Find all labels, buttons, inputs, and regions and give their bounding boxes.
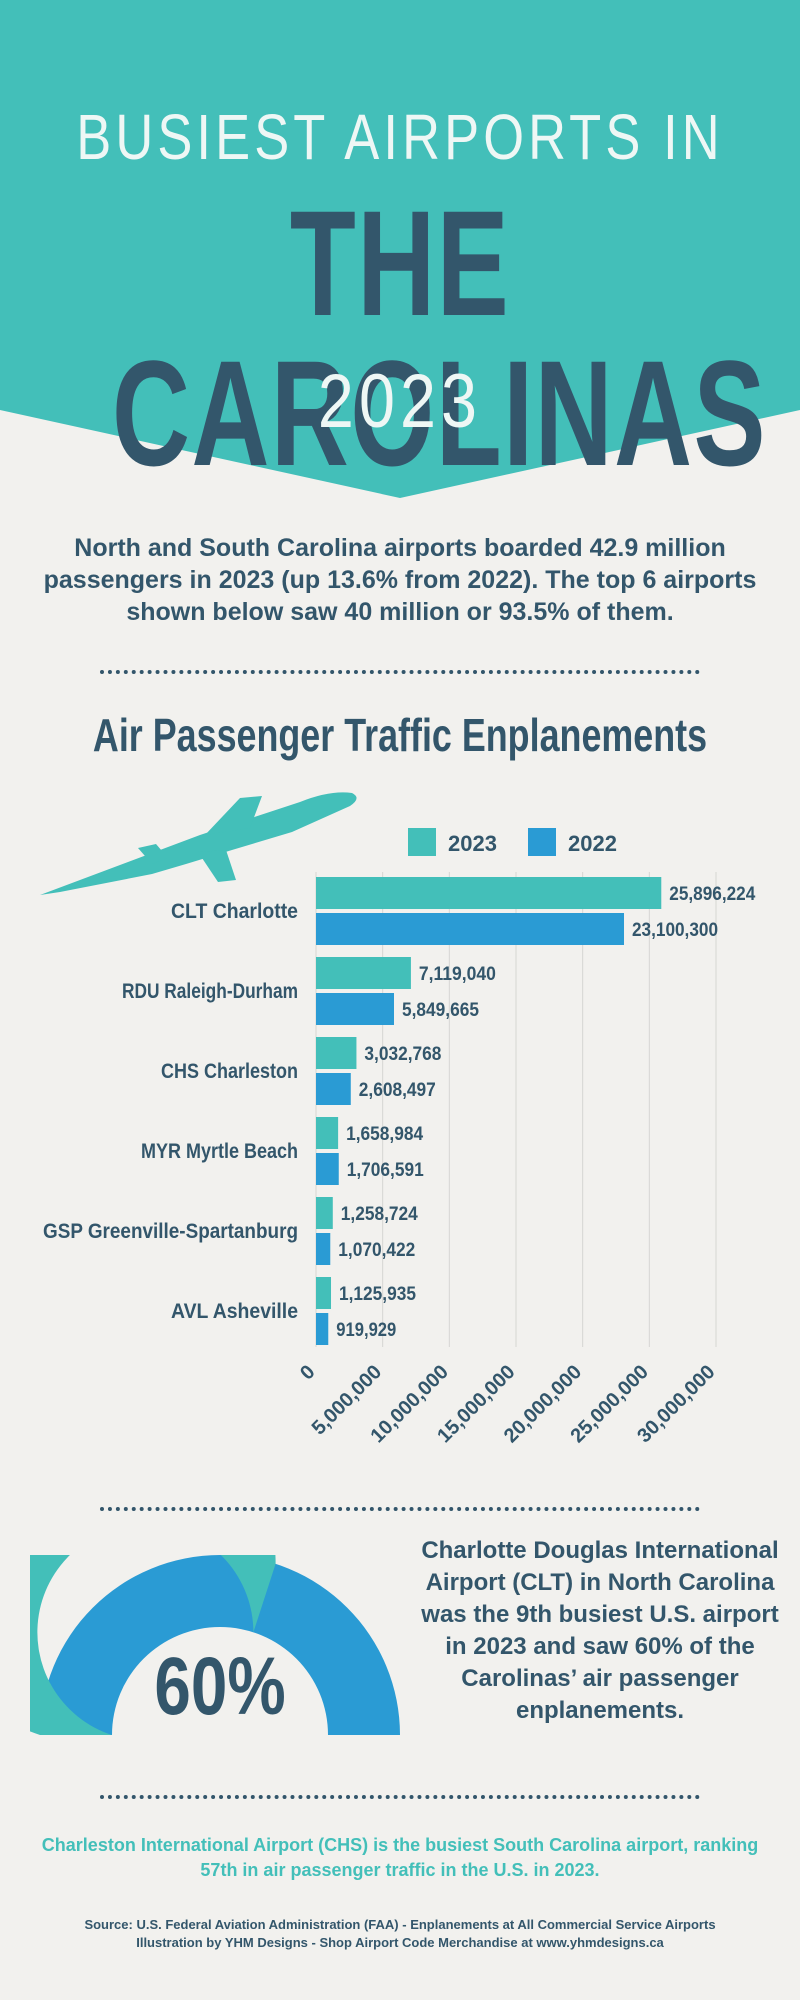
gauge-percentage: 60% (154, 1641, 286, 1732)
legend-swatch-2023 (408, 828, 436, 856)
bar-2023-2 (316, 1037, 357, 1069)
header-banner: BUSIEST AIRPORTS IN THE CAROLINAS 2023 (0, 0, 800, 500)
value-label-2022-0: 23,100,300 (632, 920, 718, 941)
category-label-1: RDU Raleigh-Durham (122, 980, 298, 1003)
intro-text: North and South Carolina airports boarde… (43, 534, 757, 626)
value-label-2022-1: 5,849,665 (402, 1000, 479, 1021)
value-label-2023-3: 1,658,984 (346, 1124, 423, 1145)
bar-2023-1 (316, 957, 411, 989)
chart-legend: 2023 2022 (408, 828, 617, 856)
chart-title: Air Passenger Traffic Enplanements (92, 709, 708, 761)
category-label-0: CLT Charlotte (171, 900, 298, 923)
source-footer: Source: U.S. Federal Aviation Administra… (20, 1916, 780, 1952)
gauge-chart (30, 1555, 400, 1735)
bar-2023-3 (316, 1117, 339, 1149)
dotted-divider (100, 670, 700, 674)
bar-2022-4 (316, 1233, 331, 1265)
value-labels: 25,896,224 23,100,300 7,119,040 5,849,665 3,… (336, 884, 755, 1341)
bar-2023-5 (316, 1277, 332, 1309)
legend-swatch-2022 (528, 828, 556, 856)
category-label-3: MYR Myrtle Beach (141, 1140, 298, 1163)
value-label-2023-2: 3,032,768 (364, 1044, 441, 1065)
dotted-divider-3 (100, 1795, 700, 1799)
header-title-line2: THE CAROLINAS (112, 179, 767, 497)
value-label-2022-4: 1,070,422 (338, 1240, 415, 1261)
x-axis-ticks: 05,000,00010,000,00015,000,00020,000,000… (296, 1361, 719, 1447)
bar-2022-1 (316, 993, 394, 1025)
legend-label-2022: 2022 (568, 831, 617, 856)
bar-2023-4 (316, 1197, 333, 1229)
bar-2022-0 (316, 913, 625, 945)
gauge-remainder-arc (40, 1555, 400, 1735)
value-label-2022-3: 1,706,591 (347, 1160, 424, 1181)
value-label-2023-5: 1,125,935 (339, 1284, 416, 1305)
bar-2022-5 (316, 1313, 329, 1345)
category-label-4: GSP Greenville-Spartanburg (43, 1220, 298, 1243)
chart-grid (315, 872, 717, 1347)
clt-fact-text: Charlotte Douglas International Airport … (421, 1537, 779, 1724)
value-label-2023-4: 1,258,724 (341, 1204, 418, 1225)
chart-bars (316, 877, 662, 1345)
value-label-2022-5: 919,929 (336, 1320, 396, 1341)
value-label-2023-1: 7,119,040 (419, 964, 496, 985)
header-background (0, 0, 800, 498)
bar-2023-0 (316, 877, 662, 909)
x-tick-label-0: 0 (296, 1361, 319, 1384)
source-line: Source: U.S. Federal Aviation Administra… (84, 1917, 716, 1932)
category-label-5: AVL Asheville (171, 1300, 298, 1323)
airplane-icon (40, 792, 357, 895)
value-label-2022-2: 2,608,497 (359, 1080, 436, 1101)
header-title-line1: BUSIEST AIRPORTS IN (76, 101, 724, 173)
bar-2022-3 (316, 1153, 339, 1185)
credit-line: Illustration by YHM Designs - Shop Airpo… (136, 1935, 664, 1950)
category-label-2: CHS Charleston (161, 1060, 298, 1083)
bar-chart: 2023 2022 CLT Charlotte RDU Raleigh-Durham… (40, 792, 756, 1447)
dotted-divider-2 (100, 1507, 700, 1511)
chs-fact-text: Charleston International Airport (CHS) i… (41, 1835, 759, 1880)
legend-label-2023: 2023 (448, 831, 497, 856)
header-year: 2023 (317, 359, 483, 444)
bar-2022-2 (316, 1073, 351, 1105)
category-labels: CLT Charlotte RDU Raleigh-Durham CHS Charl… (43, 900, 298, 1323)
value-label-2023-0: 25,896,224 (669, 884, 755, 905)
gauge-value-arc (30, 1555, 276, 1735)
